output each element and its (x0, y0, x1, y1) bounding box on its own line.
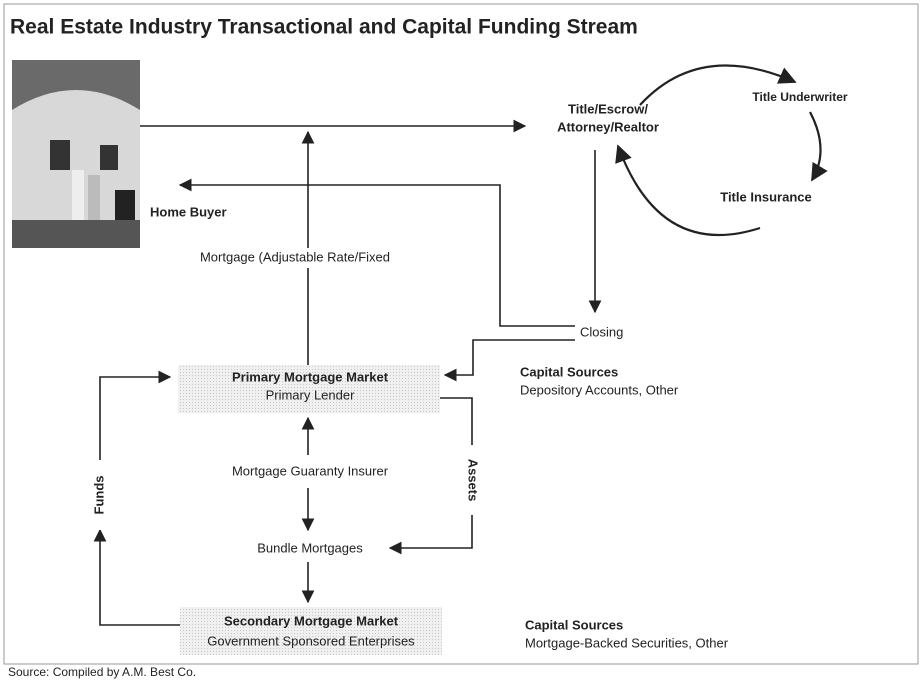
title: Real Estate Industry Transactional and C… (10, 16, 638, 39)
connectors (93, 64, 828, 626)
node-label: Home Buyer (150, 204, 227, 219)
edge-label: Mortgage (Adjustable Rate/Fixed (200, 249, 390, 264)
node-label: Mortgage Guaranty Insurer (232, 463, 389, 478)
node-label: Capital Sources (520, 364, 618, 379)
node-label: Capital Sources (525, 617, 623, 632)
node-label: Title/Escrow/ (568, 101, 648, 116)
source: Source: Compiled by A.M. Best Co. (8, 665, 196, 679)
node-label: Depository Accounts, Other (520, 382, 679, 397)
node-label: Mortgage-Backed Securities, Other (525, 635, 729, 650)
secondary-box (180, 607, 442, 655)
node-label: Title Underwriter (752, 90, 847, 104)
photo (12, 60, 140, 248)
node-label: Secondary Mortgage Market (224, 613, 399, 628)
frame (3, 3, 919, 665)
node-label: Title Insurance (720, 189, 812, 204)
node-label: Primary Mortgage Market (232, 369, 389, 384)
node-label: Primary Lender (266, 387, 356, 402)
edge-label: Assets (466, 459, 481, 502)
primary-box (178, 365, 440, 413)
node-label: Closing (580, 324, 623, 339)
edge-label: Funds (91, 476, 106, 515)
node-label: Attorney/Realtor (557, 119, 659, 134)
node-label: Government Sponsored Enterprises (207, 633, 415, 648)
node-label: Bundle Mortgages (257, 540, 363, 555)
